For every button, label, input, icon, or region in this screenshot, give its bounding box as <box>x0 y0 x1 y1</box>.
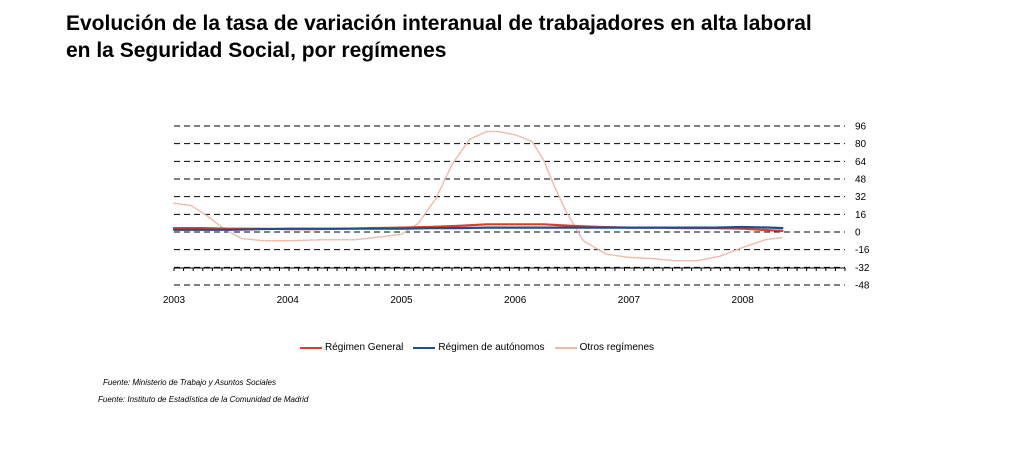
y-tick-label-48: 48 <box>855 175 867 186</box>
x-tick-label-2008: 2008 <box>732 295 755 306</box>
chart-legend: Régimen General Régimen de autónomos Otr… <box>300 342 664 353</box>
series-lines <box>172 130 784 262</box>
y-tick-label-80: 80 <box>855 139 867 150</box>
legend-swatch-general <box>300 346 322 349</box>
y-tick-label--16: -16 <box>855 245 870 256</box>
chart-title-line-1: Evolución de la tasa de variación intera… <box>66 12 812 35</box>
y-tick-label-96: 96 <box>855 122 867 133</box>
legend-swatch-otros <box>554 346 577 349</box>
y-tick-label-32: 32 <box>855 192 867 203</box>
y-tick-label-64: 64 <box>855 157 867 168</box>
legend-item-general: Régimen General <box>300 342 403 353</box>
series-line-regimen-autonomos <box>172 225 784 231</box>
x-tick-label-2003: 2003 <box>163 295 186 306</box>
chart-title: Evolución de la tasa de variación intera… <box>66 10 966 64</box>
y-axis-labels: 96 80 64 48 32 16 0 -16 -32 -48 <box>855 122 870 292</box>
series-line-otros-regimenes <box>173 130 784 262</box>
chart-title-line-2: en la Seguridad Social, por regímenes <box>66 39 447 62</box>
legend-item-autonomos: Régimen de autónomos <box>413 342 545 353</box>
legend-label-otros: Otros regímenes <box>579 342 655 353</box>
y-tick-label-0: 0 <box>855 228 861 239</box>
y-tick-label--48: -48 <box>855 281 870 292</box>
x-tick-label-2004: 2004 <box>277 295 300 306</box>
legend-label-general: Régimen General <box>325 342 404 353</box>
y-tick-label-16: 16 <box>855 210 867 221</box>
x-tick-label-2007: 2007 <box>618 295 641 306</box>
x-tick-label-2005: 2005 <box>390 295 413 306</box>
chart-grid <box>174 125 845 286</box>
x-tick-label-2006: 2006 <box>504 295 527 306</box>
legend-label-autonomos: Régimen de autónomos <box>438 342 545 353</box>
legend-swatch-autonomos <box>413 346 436 349</box>
source-note-ministerio: Fuente: Ministerio de Trabajo y Asuntos … <box>103 378 276 387</box>
source-note-instituto: Fuente: Instituto de Estadística de la C… <box>98 395 309 404</box>
legend-item-otros: Otros regímenes <box>554 342 655 353</box>
x-axis <box>173 267 846 271</box>
x-axis-labels: 2003 2004 2005 2006 2007 2008 <box>163 295 754 306</box>
y-tick-label--32: -32 <box>855 263 870 274</box>
